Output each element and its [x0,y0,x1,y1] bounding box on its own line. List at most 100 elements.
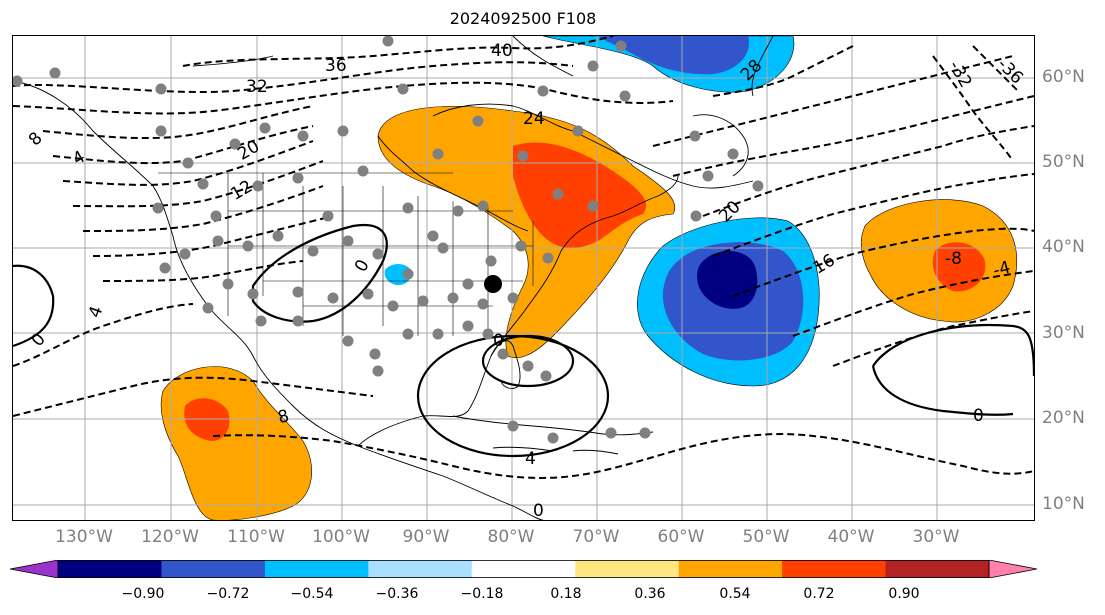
station-dot [297,130,309,142]
station-dot [727,148,739,160]
station-dot [382,36,394,47]
colorbar-tick: −0.72 [206,586,250,602]
contour-label: 12 [227,177,256,205]
station-dot [402,268,414,280]
station-dot [49,67,61,79]
zero-contours [13,223,1034,458]
coastlines [13,36,774,520]
map-title: 2024092500 F108 [449,9,597,28]
colorbar-cell [885,560,990,578]
station-dot [447,292,459,304]
colorbar-cell [368,560,473,578]
negative-anomaly-core-atlantic [697,250,758,309]
contour-label: 32 [246,77,268,97]
station-dot [369,348,381,360]
contour-label: -4 [991,258,1013,282]
state-borders [158,172,534,336]
station-dot [179,248,191,260]
latitude-label: 20°N [1042,408,1085,428]
station-dot [497,348,509,360]
station-dot [259,122,271,134]
map-panel: 40 36 32 -32 -36 28 24 20 20 16 12 8 4 4… [12,35,1035,521]
station-dot [619,90,631,102]
station-dot [182,157,194,169]
longitude-label: 90°W [402,527,450,547]
colorbar-tick: −0.18 [460,586,504,602]
station-dot [307,245,319,257]
station-dot [702,170,714,182]
colorbar-frame [57,560,990,578]
station-dot [397,83,409,95]
contour-label: 0 [973,406,984,426]
colorbar-tick: 0.36 [634,586,666,602]
longitude-label: 120°W [141,527,199,547]
contour-label: 4 [69,147,88,170]
station-dot [155,83,167,95]
station-dot [252,180,264,192]
colorbar-tick: 0.90 [888,586,920,602]
station-dot [402,202,414,214]
station-dot [202,302,214,314]
contour-lines [13,36,1034,479]
station-dot [507,420,519,432]
station-dot [327,292,339,304]
station-dot [255,315,267,327]
station-dot [155,125,167,137]
station-dot [337,125,349,137]
contour-label: 0 [493,331,504,351]
longitude-label: 30°W [912,527,960,547]
station-dot [477,298,489,310]
station-dot [437,242,449,254]
colorbar-cell [58,560,162,578]
station-dot [542,252,554,264]
station-dot [537,85,549,97]
longitude-label: 110°W [227,527,285,547]
station-dot [462,320,474,332]
station-dot [357,165,369,177]
station-dot [517,150,529,162]
station-dot [322,210,334,222]
station-dot [615,40,627,52]
station-dot [242,240,254,252]
station-dot [247,288,259,300]
station-dot [689,130,701,142]
positive-anomaly-core-atlantic [932,242,986,292]
station-dot [432,328,444,340]
station-dot [572,125,584,137]
colorbar-tick: 0.72 [803,586,835,602]
negative-anomaly-small [384,264,412,286]
negative-anomaly-core-north [598,36,749,75]
contour-label: 36 [325,56,347,76]
longitude-label: 70°W [572,527,620,547]
selected-location-marker [484,275,502,293]
contour-label: 8 [276,406,292,428]
station-dot [292,286,304,298]
station-dot [222,278,234,290]
colorbar [10,560,1037,578]
positive-anomaly-core-pacific [184,398,230,441]
colorbar-tick: −0.36 [375,586,419,602]
station-dot [387,300,399,312]
colorbar-extend-high [988,560,1037,578]
colorbar-cell [161,560,266,578]
station-dot [462,278,474,290]
station-dot [477,200,489,212]
station-dot [485,255,497,267]
station-dot [522,360,534,372]
station-dot [472,115,484,127]
colorbar-cell [575,560,680,578]
station-dot [540,370,552,382]
contour-label: -8 [945,249,962,269]
station-dot [402,328,414,340]
map-canvas: 40 36 32 -32 -36 28 24 20 20 16 12 8 4 4… [13,36,1034,520]
shaded-anomalies [160,36,1018,520]
station-dot [452,205,464,217]
longitude-label: 60°W [657,527,705,547]
station-dot [210,210,222,222]
station-dot [482,328,494,340]
colorbar-extend-low [10,560,59,578]
positive-anomaly-core-northeast [513,142,647,248]
station-dot [197,178,209,190]
colorbar-tick: 0.54 [719,586,751,602]
station-dot [639,427,651,439]
